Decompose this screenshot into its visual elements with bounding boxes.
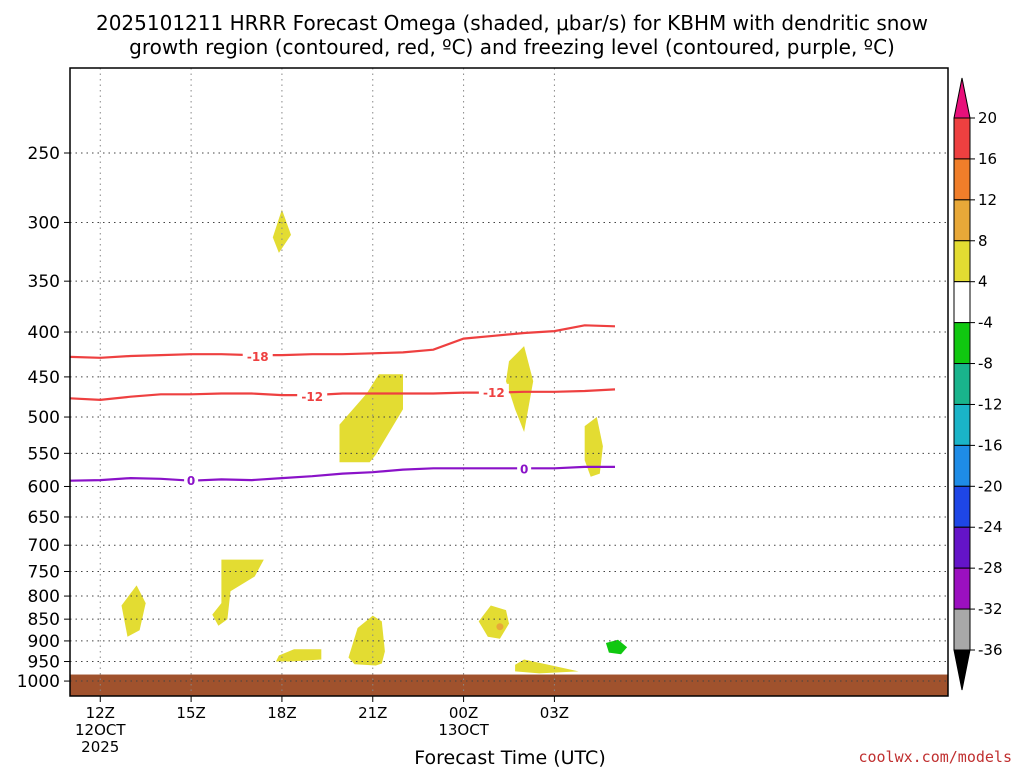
chart-title-line2: growth region (contoured, red, ºC) and f…: [129, 35, 895, 59]
x-tick-label-21-0: 21Z: [358, 704, 387, 722]
colorbar-segment-0: [953, 117, 971, 160]
omega-spot-orange-spot: [496, 623, 504, 631]
omega-region-low-blob-13z: [121, 585, 146, 637]
y-tick-label-1000: 1000: [17, 672, 60, 692]
colorbar: 20 16 12 8 4 -4 -8 -12 -16 -20 -24 -28 -32 -36: [953, 77, 1003, 691]
x-tick-label-24-0: 00Z: [449, 704, 478, 722]
colorbar-label-2: 12: [978, 191, 997, 209]
colorbar-label-0: 20: [978, 109, 997, 127]
colorbar-bottom-arrow: [953, 649, 971, 691]
contour-label-bg-4: [517, 460, 532, 477]
x-tick-label-18-0: 18Z: [267, 704, 296, 722]
y-tick-label-500: 500: [28, 408, 60, 428]
y-tick-label-700: 700: [28, 536, 60, 556]
x-tick-label-12-2: 2025: [81, 738, 119, 756]
surface-terrain: [70, 674, 948, 696]
colorbar-segment-7: [953, 403, 971, 446]
colorbar-label-1: 16: [978, 150, 997, 168]
colorbar-segment-1: [953, 158, 971, 201]
contour-label-bg-2: [184, 472, 199, 489]
colorbar-segment-10: [953, 526, 971, 569]
omega-region-low-blob-01z: [478, 605, 509, 639]
contour-label-2: 0: [187, 474, 195, 488]
x-tick-label-12-1: 12OCT: [75, 721, 126, 739]
colorbar-label-9: -20: [978, 477, 1003, 495]
colorbar-label-7: -12: [978, 395, 1003, 413]
plot-area: -18 -12 0 -12 0: [69, 68, 948, 696]
y-tick-label-600: 600: [28, 477, 60, 497]
axes: 2503003504004505005506006507007508008509…: [17, 67, 949, 756]
x-tick-label-27-0: 03Z: [540, 704, 569, 722]
contour-label-1: -12: [301, 390, 323, 404]
source-credit: coolwx.com/models: [858, 748, 1012, 766]
omega-region-mid-blob-02z: [506, 346, 534, 432]
omega-region-neg-blob-04z: [605, 639, 628, 655]
contour-label-bg-0: [242, 348, 273, 365]
contour-label-3: -12: [483, 386, 505, 400]
plot-frame: [69, 67, 949, 697]
y-tick-label-950: 950: [28, 653, 60, 673]
y-tick-label-900: 900: [28, 632, 60, 652]
omega-region-mid-blob-04z: [584, 417, 603, 477]
contour-label-0: -18: [247, 350, 269, 364]
y-tick-label-400: 400: [28, 323, 60, 343]
colorbar-segment-8: [953, 444, 971, 487]
x-tick-label-24-1: 13OCT: [438, 721, 489, 739]
y-tick-label-350: 350: [28, 272, 60, 292]
omega-region-mid-blob-21z: [339, 374, 403, 463]
contour-dgz-1: [69, 388, 616, 402]
y-tick-label-750: 750: [28, 562, 60, 582]
omega-region-upper-blob: [272, 209, 291, 253]
y-tick-label-800: 800: [28, 587, 60, 607]
x-axis-label: Forecast Time (UTC): [414, 747, 605, 768]
omega-region-low-blob-21z: [348, 615, 385, 666]
colorbar-label-11: -28: [978, 559, 1003, 577]
contour-label-4: 0: [520, 462, 528, 476]
colorbar-label-3: 8: [978, 232, 988, 250]
colorbar-segment-3: [953, 240, 971, 283]
colorbar-label-13: -36: [978, 641, 1003, 659]
y-tick-label-450: 450: [28, 368, 60, 388]
colorbar-segment-2: [953, 199, 971, 242]
chart-title-line1: 2025101211 HRRR Forecast Omega (shaded, …: [96, 11, 928, 35]
colorbar-label-5: -4: [978, 314, 993, 332]
colorbar-segment-5: [953, 322, 971, 365]
omega-region-low-blob-18z: [275, 649, 322, 662]
x-tick-label-15-0: 15Z: [176, 704, 205, 722]
colorbar-segment-12: [953, 608, 971, 651]
y-tick-label-650: 650: [28, 508, 60, 528]
colorbar-label-10: -24: [978, 518, 1003, 536]
y-tick-label-250: 250: [28, 144, 60, 164]
omega-region-low-blob-03z: [515, 659, 579, 674]
omega-region-low-blob-16z: [212, 559, 264, 626]
colorbar-top-arrow: [953, 77, 971, 119]
colorbar-segment-4: [953, 281, 971, 324]
contour-label-bg-3: [478, 383, 509, 400]
contour-label-bg-1: [297, 387, 328, 404]
y-tick-label-850: 850: [28, 610, 60, 630]
colorbar-label-8: -16: [978, 436, 1003, 454]
y-tick-label-550: 550: [28, 444, 60, 464]
colorbar-label-4: 4: [978, 273, 988, 291]
y-tick-label-300: 300: [28, 213, 60, 233]
colorbar-label-12: -32: [978, 600, 1003, 618]
colorbar-segment-11: [953, 567, 971, 610]
colorbar-segment-6: [953, 363, 971, 405]
colorbar-segment-9: [953, 485, 971, 528]
x-tick-label-12-0: 12Z: [86, 704, 115, 722]
colorbar-label-6: -8: [978, 355, 993, 373]
contour-dgz-0: [69, 324, 616, 359]
